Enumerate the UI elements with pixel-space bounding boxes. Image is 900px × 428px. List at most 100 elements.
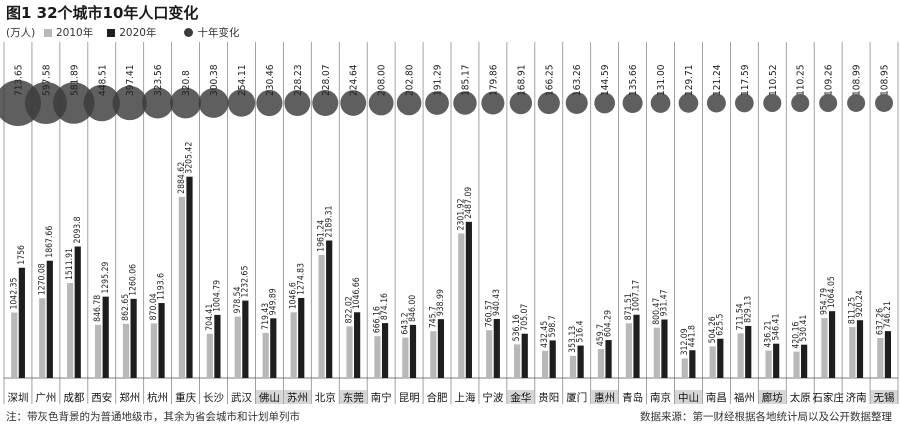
value-label-2010: 711.54: [736, 303, 746, 330]
bar-2010: [11, 312, 18, 378]
value-label-2010: 822.02: [345, 296, 355, 323]
bar-2020: [577, 345, 584, 378]
bar-2020: [549, 340, 556, 378]
bar-2020: [465, 221, 472, 378]
bar-2010: [821, 318, 828, 378]
bar-2020: [828, 311, 836, 378]
change-value-label: 185.17: [460, 65, 471, 96]
bar-2010: [514, 344, 521, 378]
change-value-label: 397.41: [125, 65, 136, 96]
change-bubble: [847, 94, 866, 112]
bar-2020: [521, 333, 528, 378]
change-bubble: [284, 89, 311, 117]
value-label-2010: 704.41: [205, 304, 215, 331]
legend-item-change: 十年变化: [184, 25, 239, 40]
change-bubble: [875, 94, 894, 112]
bar-2010: [709, 346, 716, 378]
change-bubble: [112, 85, 147, 121]
change-value-label: 323.56: [153, 64, 164, 96]
bar-2010: [150, 323, 158, 378]
category-label: 宁波: [482, 391, 503, 404]
value-label-2010: 800.47: [652, 298, 662, 325]
category-highlight: [591, 390, 619, 404]
category-label: 中山: [678, 391, 699, 404]
change-value-label: 228.07: [321, 65, 332, 96]
legend: 2010年 2020年 十年变化: [44, 25, 239, 40]
category-label: 重庆: [175, 391, 196, 404]
bar-2020: [884, 331, 892, 378]
change-value-label: 300.38: [209, 64, 220, 96]
value-label-2020: 1007.17: [632, 280, 642, 312]
category-label: 廊坊: [762, 391, 783, 404]
category-label: 太原: [790, 391, 811, 404]
bar-2020: [214, 314, 221, 378]
bar-2020: [381, 323, 389, 378]
legend-item-2020: 2020年: [107, 25, 156, 40]
category-highlight: [283, 390, 311, 404]
value-label-2010: 536.16: [512, 314, 522, 341]
value-label-2020: 829.13: [743, 296, 753, 323]
bar-2010: [234, 316, 241, 378]
change-value-label: 109.26: [824, 64, 835, 96]
legend-swatch-2020: [107, 28, 116, 37]
value-label-2010: 870.04: [149, 293, 159, 320]
change-value-label: 110.52: [768, 65, 779, 96]
bar-2020: [298, 297, 305, 378]
bar-2020: [242, 300, 249, 378]
value-label-2010: 1961.24: [317, 220, 327, 252]
value-label-2010: 637.26: [875, 308, 885, 335]
category-highlight: [758, 390, 786, 404]
bar-2010: [849, 327, 856, 378]
change-value-label: 129.71: [684, 65, 695, 96]
change-value-label: 713.65: [13, 65, 24, 96]
category-label: 厦门: [566, 391, 587, 404]
change-value-label: 135.66: [628, 64, 639, 96]
bar-2020: [856, 320, 864, 378]
unit-label: (万人): [6, 27, 36, 39]
bar-2020: [661, 319, 668, 378]
bar-2020: [130, 298, 137, 378]
bar-2010: [877, 337, 884, 378]
category-label: 昆明: [399, 392, 420, 404]
value-label-2020: 1756: [17, 245, 27, 265]
category-label: 长沙: [203, 392, 224, 404]
change-value-label: 110.25: [796, 65, 807, 96]
value-label-2020: 625.5: [715, 314, 725, 336]
category-label: 无锡: [874, 391, 895, 404]
change-bubble: [53, 82, 95, 124]
change-value-label: 179.86: [488, 64, 499, 96]
bar-2020: [409, 324, 417, 378]
bar-2020: [717, 338, 724, 378]
value-label-2020: 1867.66: [45, 226, 55, 258]
category-label: 金华: [510, 391, 531, 404]
change-value-label: 191.29: [433, 64, 444, 96]
change-value-label: 131.00: [656, 64, 667, 96]
change-bubble: [256, 89, 283, 117]
value-label-2010: 1046.6: [289, 282, 299, 309]
bar-2020: [74, 246, 81, 378]
change-bubble: [312, 89, 339, 117]
bar-2010: [458, 233, 465, 378]
change-value-label: 144.59: [600, 64, 611, 96]
value-label-2020: 530.41: [799, 315, 809, 342]
bar-2010: [486, 330, 493, 378]
bar-2010: [178, 196, 185, 378]
category-label: 贵阳: [538, 391, 559, 404]
value-label-2010: 1042.35: [9, 277, 19, 309]
value-label-2010: 420.16: [792, 321, 802, 348]
value-label-2020: 1193.6: [157, 273, 167, 300]
value-label-2010: 504.26: [708, 316, 718, 343]
value-label-2020: 705.07: [520, 304, 530, 331]
value-label-2020: 1260.06: [129, 264, 139, 296]
bar-2020: [186, 176, 193, 378]
change-value-label: 208.00: [377, 64, 388, 96]
category-highlight: [507, 390, 535, 404]
change-value-label: 108.95: [880, 65, 891, 96]
change-value-label: 168.91: [516, 65, 527, 96]
change-value-label: 320.8: [181, 70, 192, 96]
change-bubble: [227, 89, 256, 117]
bar-2020: [354, 312, 361, 378]
value-label-2020: 746.21: [883, 301, 893, 328]
change-bubble: [650, 93, 671, 113]
